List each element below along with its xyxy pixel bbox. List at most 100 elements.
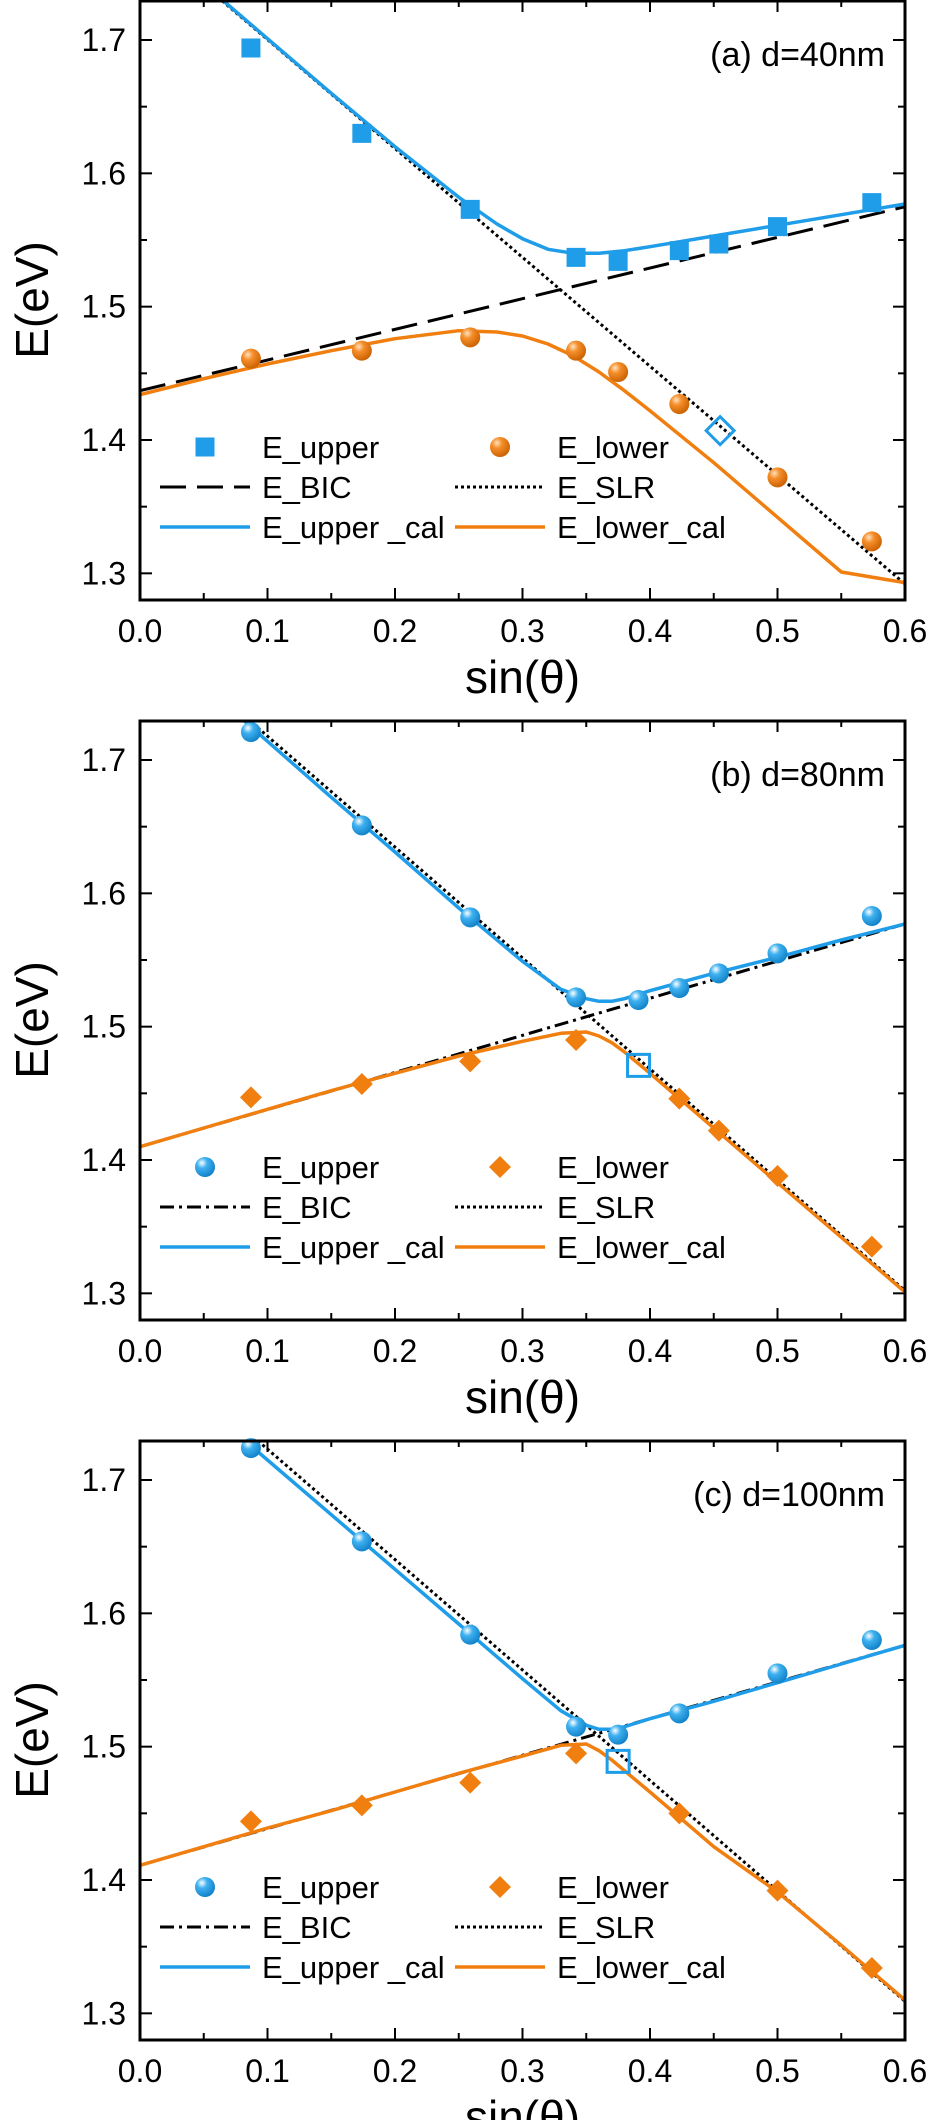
legend-label: E_BIC: [262, 470, 352, 505]
y-tick-label: 1.4: [82, 1862, 126, 1898]
legend-label: E_SLR: [557, 470, 655, 505]
legend-label: E_SLR: [557, 1910, 655, 1945]
panel-label: (c) d=100nm: [693, 1476, 885, 1514]
marker-e-lower: [860, 1957, 883, 1979]
marker-e-upper: [566, 247, 586, 267]
y-axis-title: E(eV): [6, 241, 58, 359]
panel-label: (a) d=40nm: [710, 36, 885, 74]
marker-e-upper: [861, 1630, 882, 1650]
x-tick-label: 0.3: [500, 1333, 544, 1369]
y-tick-label: 1.5: [82, 1009, 126, 1045]
x-tick-label: 0.2: [373, 1333, 417, 1369]
y-tick-label: 1.4: [82, 422, 126, 458]
legend-marker: [195, 1877, 215, 1897]
x-tick-label: 0.5: [755, 613, 799, 649]
y-tick-label: 1.6: [82, 1595, 126, 1631]
marker-e-lower: [766, 1165, 789, 1187]
marker-e-upper: [566, 987, 587, 1008]
legend-marker: [490, 437, 510, 457]
series-lines: [140, 1440, 905, 2003]
y-tick-label: 1.5: [82, 1729, 126, 1765]
marker-anticrossing: [626, 1052, 652, 1078]
marker-e-upper: [351, 815, 372, 836]
marker-e-upper: [460, 199, 480, 219]
marker-e-upper: [861, 906, 882, 926]
y-tick-label: 1.3: [82, 1995, 126, 2031]
y-tick-label: 1.5: [82, 289, 126, 325]
x-tick-label: 0.6: [883, 613, 927, 649]
marker-e-lower: [460, 327, 481, 348]
legend-label: E_upper: [262, 1150, 379, 1185]
marker-e-upper: [240, 722, 261, 742]
y-axis-title: E(eV): [6, 1681, 58, 1799]
y-tick-label: 1.3: [82, 555, 126, 591]
x-axis-title: sin(θ): [465, 1371, 580, 1423]
x-tick-label: 0.1: [245, 1333, 289, 1369]
marker-e-upper: [352, 123, 372, 143]
marker-e-upper: [566, 1716, 587, 1737]
marker-e-upper: [240, 1438, 261, 1458]
series-line-e-bic: [140, 922, 905, 1149]
legend-label: E_lower: [557, 430, 669, 465]
x-tick-label: 0.6: [883, 2053, 927, 2089]
marker-e-upper: [767, 943, 788, 964]
x-tick-label: 0.5: [755, 2053, 799, 2089]
y-tick-label: 1.6: [82, 155, 126, 191]
chart-panel-b: 0.0 0.1 0.2 0.3 0.4 0.5 0.6 1.3 1.4 1.5 1.6 1.7 sin(…: [6, 719, 927, 1423]
marker-anticrossing: [704, 414, 737, 447]
y-tick-label: 1.7: [82, 1462, 126, 1498]
x-tick-label: 0.2: [373, 613, 417, 649]
plot-frame: [138, 1439, 907, 2042]
marker-e-upper: [708, 963, 729, 984]
legend-label: E_lower: [557, 1870, 669, 1905]
marker-e-lower: [861, 531, 882, 552]
x-tick-label: 0.0: [118, 613, 162, 649]
x-tick-label: 0.1: [245, 613, 289, 649]
legend-label: E_upper _cal: [262, 1230, 445, 1265]
chart-panel-c: 0.0 0.1 0.2 0.3 0.4 0.5 0.6 1.3 1.4 1.5 1.6 1.7 sin(…: [6, 1438, 927, 2120]
series-line-e-upper-cal: [240, 720, 905, 1004]
marker-e-lower: [669, 394, 690, 414]
x-tick-label: 0.4: [628, 2053, 672, 2089]
legend-label: E_lower_cal: [557, 510, 726, 545]
panel-label: (b) d=80nm: [710, 756, 885, 794]
x-tick-label: 0.4: [628, 613, 672, 649]
series-line-e-slr: [254, 1440, 905, 2003]
marker-e-upper: [460, 907, 481, 928]
marker-e-lower: [668, 1802, 691, 1825]
marker-e-lower: [565, 1029, 588, 1051]
marker-e-upper: [767, 1663, 788, 1684]
marker-e-lower: [860, 1235, 883, 1258]
legend-marker: [195, 1157, 215, 1177]
x-tick-label: 0.6: [883, 1333, 927, 1369]
y-axis-title: E(eV): [6, 961, 58, 1079]
marker-e-upper: [862, 193, 882, 213]
series-line-e-bic: [140, 205, 905, 393]
plot-frame: [138, 0, 907, 602]
marker-e-lower: [707, 1119, 730, 1142]
y-tick-label: 1.7: [82, 742, 126, 778]
legend-label: E_lower_cal: [557, 1230, 726, 1265]
marker-e-upper: [608, 1724, 629, 1745]
x-tick-label: 0.3: [500, 613, 544, 649]
series-line-e-lower-cal: [140, 1030, 905, 1294]
legend-marker: [489, 1156, 511, 1178]
marker-e-upper: [628, 990, 649, 1010]
marker-e-lower: [459, 1771, 482, 1794]
marker-e-upper: [608, 251, 628, 271]
marker-e-upper: [768, 217, 787, 237]
legend-label: E_lower: [557, 1150, 669, 1185]
marker-e-lower: [239, 1086, 262, 1109]
x-tick-label: 0.4: [628, 1333, 672, 1369]
x-tick-label: 0.0: [118, 2053, 162, 2089]
marker-e-lower: [459, 1050, 482, 1073]
legend-label: E_upper _cal: [262, 1950, 445, 1985]
x-tick-label: 0.5: [755, 1333, 799, 1369]
legend-label: E_BIC: [262, 1190, 352, 1225]
marker-e-lower: [350, 1073, 373, 1095]
chart-panel-a: 0.0 0.1 0.2 0.3 0.4 0.5 0.6 1.3 1.4 1.5 1.6 1.7 sin(…: [6, 0, 927, 703]
series-lines: [140, 0, 905, 586]
marker-e-upper: [669, 241, 689, 261]
marker-e-lower: [668, 1087, 691, 1110]
